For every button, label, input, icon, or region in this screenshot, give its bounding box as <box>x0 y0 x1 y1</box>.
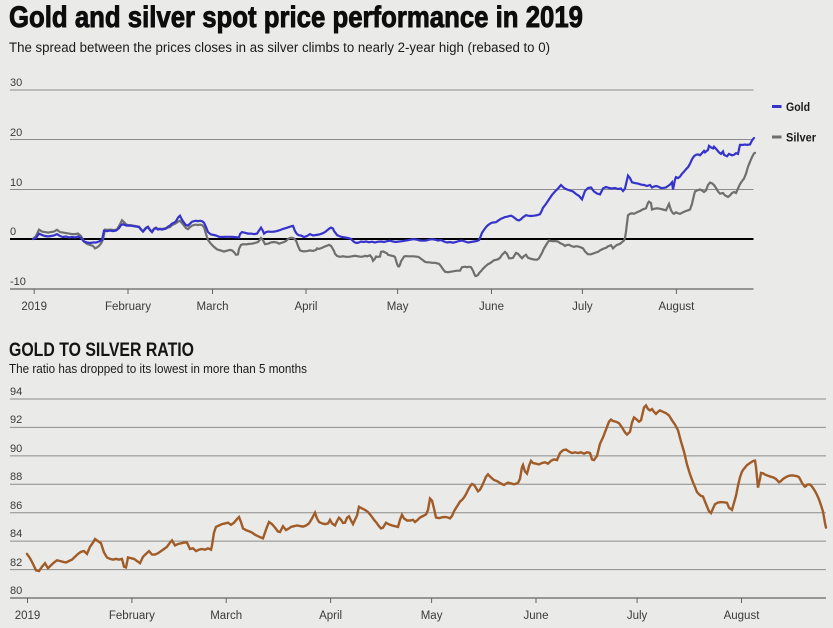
svg-text:February: February <box>109 610 155 622</box>
svg-text:April: April <box>319 610 342 622</box>
svg-text:August: August <box>658 301 695 313</box>
svg-text:86: 86 <box>10 500 22 512</box>
svg-text:May: May <box>387 301 409 313</box>
svg-text:84: 84 <box>10 528 22 540</box>
svg-text:The ratio has dropped to its l: The ratio has dropped to its lowest in m… <box>9 361 307 376</box>
svg-text:June: June <box>479 301 504 313</box>
svg-text:94: 94 <box>10 386 22 398</box>
svg-text:The spread between the prices: The spread between the prices closes in … <box>9 40 550 55</box>
svg-text:88: 88 <box>10 471 22 483</box>
svg-text:February: February <box>105 301 151 313</box>
svg-text:2019: 2019 <box>15 610 41 622</box>
svg-text:Gold: Gold <box>786 100 810 114</box>
svg-text:10: 10 <box>10 177 22 189</box>
svg-text:Silver: Silver <box>786 131 816 145</box>
svg-text:82: 82 <box>10 557 22 569</box>
svg-text:90: 90 <box>10 443 22 455</box>
svg-text:92: 92 <box>10 414 22 426</box>
svg-text:July: July <box>627 610 648 622</box>
svg-text:April: April <box>294 301 317 313</box>
svg-text:-10: -10 <box>10 276 26 288</box>
svg-text:July: July <box>572 301 593 313</box>
svg-text:2019: 2019 <box>21 301 47 313</box>
svg-text:March: March <box>210 610 242 622</box>
svg-text:GOLD TO SILVER RATIO: GOLD TO SILVER RATIO <box>9 340 194 361</box>
svg-text:August: August <box>724 610 761 622</box>
svg-text:30: 30 <box>10 77 22 89</box>
svg-text:Gold and silver spot price per: Gold and silver spot price performance i… <box>9 1 583 34</box>
svg-text:May: May <box>421 610 443 622</box>
svg-text:20: 20 <box>10 127 22 139</box>
svg-text:June: June <box>524 610 549 622</box>
svg-text:0: 0 <box>10 226 16 238</box>
svg-text:80: 80 <box>10 585 22 597</box>
svg-text:March: March <box>197 301 229 313</box>
